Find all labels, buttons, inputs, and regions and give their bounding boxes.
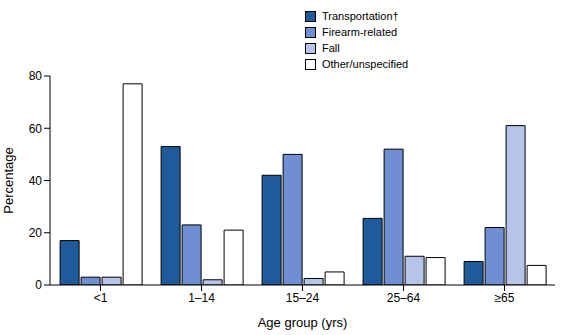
svg-text:1–14: 1–14 [188,291,215,305]
svg-text:60: 60 [29,122,43,136]
svg-text:<1: <1 [94,291,108,305]
svg-text:Age group (yrs): Age group (yrs) [258,315,348,330]
svg-text:15–24: 15–24 [286,291,320,305]
html-text:Fall: Fall [322,42,340,54]
html-text:Firearm-related: Firearm-related [322,26,398,38]
html-text:Transportation†: Transportation† [322,10,399,22]
svg-text:Percentage: Percentage [8,147,16,214]
svg-text:20: 20 [29,226,43,240]
svg-text:80: 80 [29,69,43,83]
svg-text:25–64: 25–64 [387,291,421,305]
html-text:Other/unspecified: Other/unspecified [322,58,409,70]
svg-text:0: 0 [35,278,42,292]
svg-text:40: 40 [29,174,43,188]
svg-text:≥65: ≥65 [495,291,515,305]
